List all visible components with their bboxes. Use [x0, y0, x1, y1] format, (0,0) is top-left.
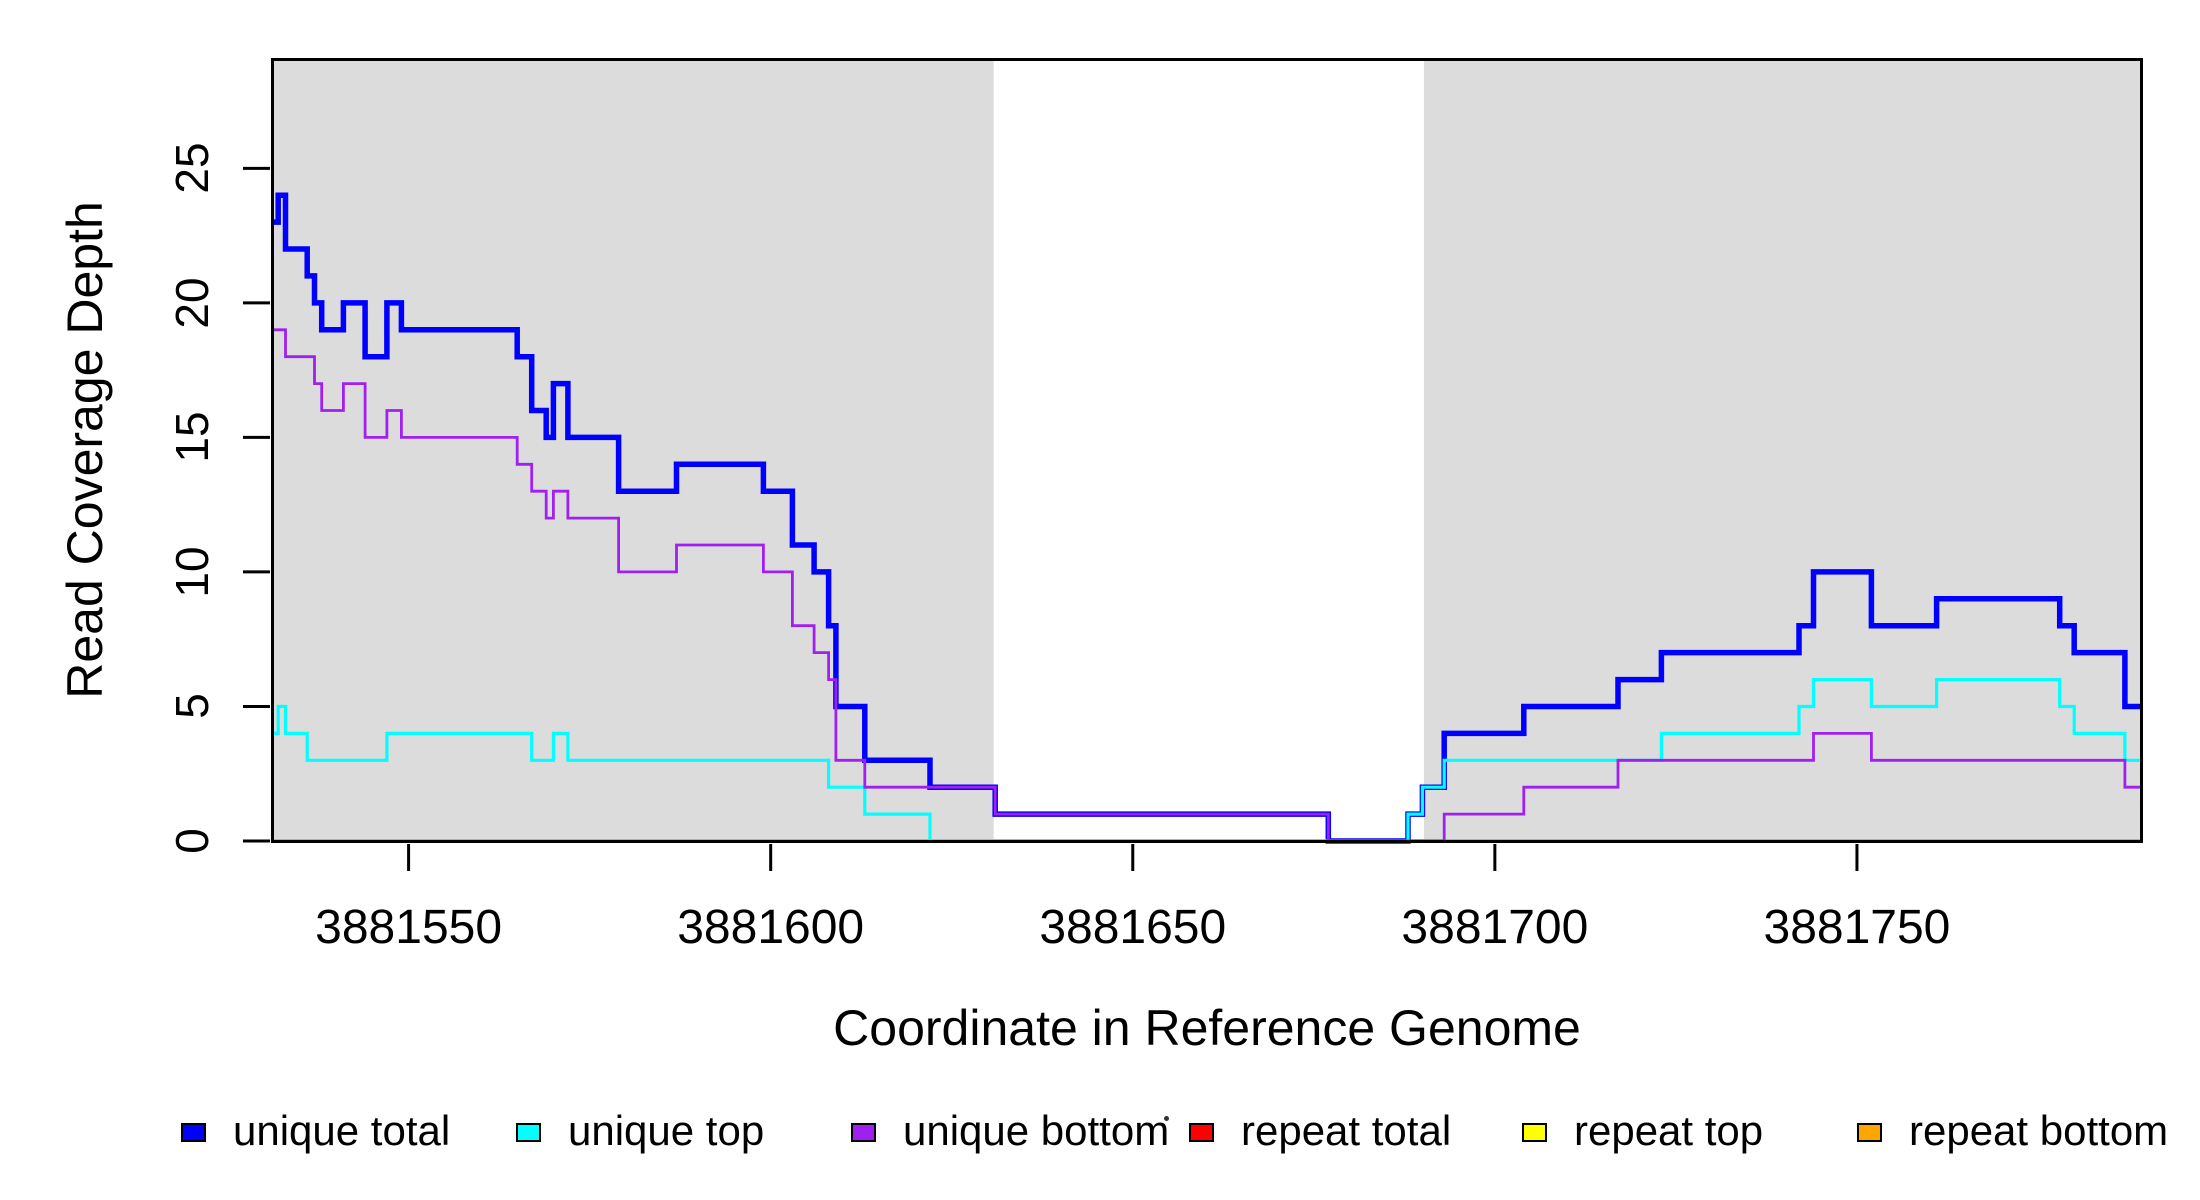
series-line-unique-total: [271, 192, 2143, 844]
x-tick-label: 3881700: [1401, 901, 1589, 954]
x-axis-title: Coordinate in Reference Genome: [833, 1000, 1581, 1056]
legend-label: unique bottom: [903, 1107, 1170, 1154]
legend-swatch-icon: [1857, 1123, 1882, 1142]
legend-swatch-icon: [181, 1123, 206, 1142]
x-tick-label: 3881550: [315, 901, 503, 954]
x-tick-label: 3881650: [1039, 901, 1227, 954]
y-axis-title: Read Coverage Depth: [57, 201, 113, 699]
series-line-unique-top: [271, 678, 2143, 843]
shaded-region-1: [1423, 60, 2142, 842]
y-tick-label: 25: [166, 142, 218, 194]
stray-dot: [1164, 1116, 1169, 1121]
x-tick-label: 3881750: [1763, 901, 1951, 954]
shaded-region-0: [272, 60, 994, 842]
legend-swatch-icon: [1522, 1123, 1547, 1142]
legend-label: repeat bottom: [1909, 1107, 2169, 1154]
x-tick-label: 3881600: [677, 901, 865, 954]
legend-swatch-icon: [516, 1123, 541, 1142]
series-line-unique-bottom: [271, 328, 2143, 843]
legend-swatch-icon: [851, 1123, 876, 1142]
legend-label: repeat total: [1241, 1107, 1452, 1154]
legend-label: unique top: [568, 1107, 765, 1154]
legend-label: repeat top: [1574, 1107, 1764, 1154]
plot-frame: [271, 58, 2143, 843]
legend-label: unique total: [233, 1107, 451, 1154]
legend-swatch-icon: [1189, 1123, 1214, 1142]
